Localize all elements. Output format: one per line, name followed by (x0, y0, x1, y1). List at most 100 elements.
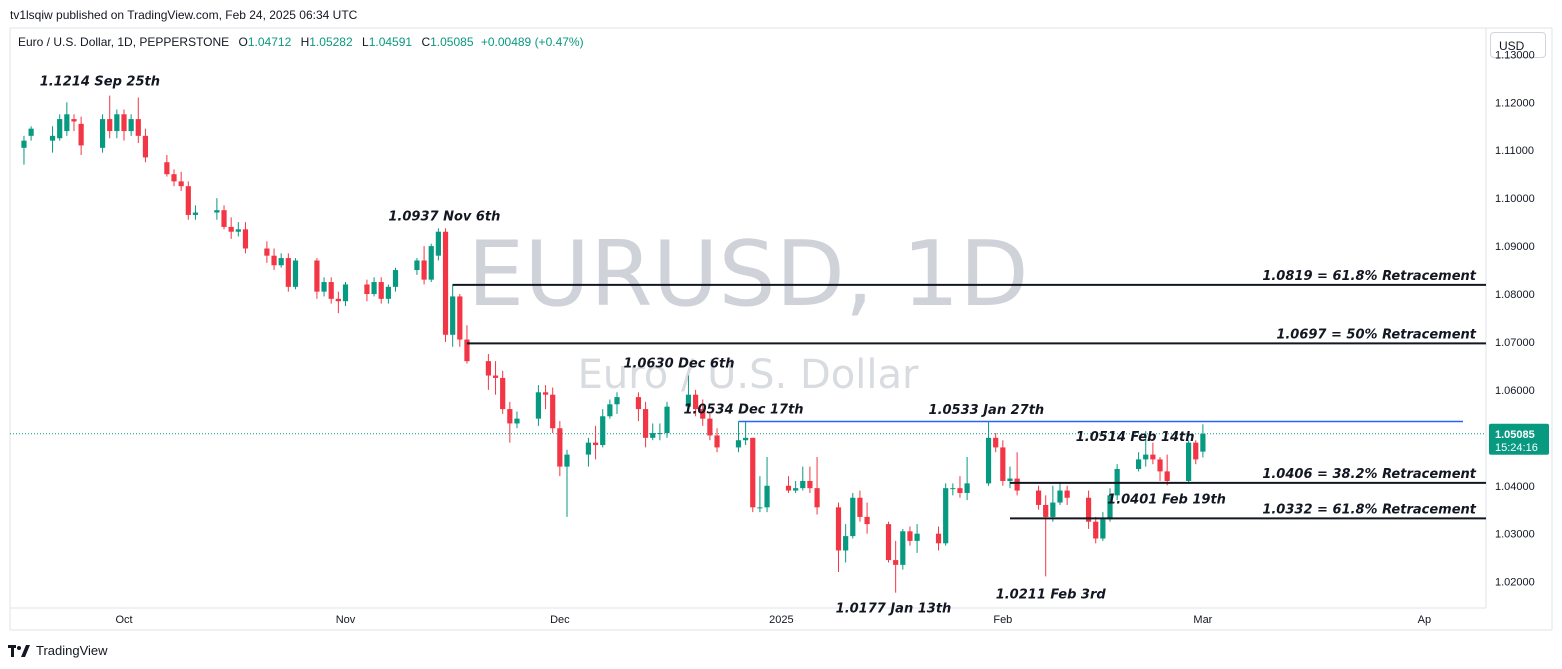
candle-body (542, 392, 549, 395)
x-tick-label: Feb (993, 614, 1012, 626)
candle-body (1000, 447, 1006, 481)
footer-brand-text: TradingView (36, 643, 108, 658)
candle-body (993, 437, 999, 448)
candle-body (142, 135, 149, 158)
candle-body (835, 507, 842, 551)
footer-brand[interactable]: TradingView (8, 643, 108, 658)
price-annotation: 1.0534 Dec 17th (683, 403, 803, 418)
candle-body (1057, 490, 1063, 503)
symbol-legend: Euro / U.S. Dollar, 1D, PEPPERSTONE O1.0… (18, 35, 584, 49)
candle-body (592, 442, 599, 446)
candle-body (907, 531, 913, 541)
high-value: 1.05282 (309, 35, 353, 49)
change-value: +0.00489 (+0.47%) (480, 35, 584, 49)
close-label: C (421, 35, 431, 49)
candle-body (657, 433, 663, 435)
candle-body (71, 119, 77, 122)
candle-body (278, 258, 284, 266)
candle-body (228, 226, 234, 232)
candle-body (700, 409, 706, 419)
candles (10, 95, 1486, 593)
level-lines: 1.0819 = 61.8% Retracement 1.0697 = 50% R… (452, 269, 1486, 520)
high-label: H (300, 35, 310, 49)
candle-body (893, 560, 899, 565)
candle-body (1186, 442, 1192, 481)
candle-body (78, 123, 84, 146)
price-tag-value: 1.05085 (1495, 429, 1535, 441)
candle-body (1150, 454, 1156, 460)
candle-body (964, 483, 970, 493)
candle-body (135, 119, 141, 136)
candle-body (328, 282, 334, 299)
candle-body (99, 119, 106, 148)
x-tick-label: 2025 (769, 614, 793, 626)
candle-body (321, 282, 327, 292)
candle-body (757, 507, 763, 509)
candle-body (1007, 478, 1013, 481)
time-axis[interactable]: Oct Nov Dec 2025 Feb Mar Ap (115, 614, 1431, 626)
candle-body (107, 119, 113, 132)
y-tick-label: 1.07000 (1495, 337, 1535, 349)
candle-body (814, 488, 820, 508)
retracement-label: 1.0406 = 38.2% Retracement (1262, 467, 1476, 482)
candle-body (607, 404, 613, 417)
candle-body (214, 210, 220, 213)
candle-body (564, 454, 570, 467)
candle-body (178, 181, 184, 187)
price-annotation: 1.0211 Feb 3rd (996, 587, 1107, 602)
candle-body (64, 114, 70, 132)
retracement-label: 1.0332 = 61.8% Retracement (1262, 502, 1476, 517)
candle-body (264, 248, 270, 256)
candle-body (235, 229, 241, 232)
candle-body (57, 119, 63, 139)
y-tick-label: 1.08000 (1495, 289, 1535, 301)
candle-body (1100, 519, 1106, 539)
candle-body (1200, 433, 1206, 452)
tradingview-logo-icon (8, 644, 30, 657)
candle-body (614, 397, 620, 405)
candle-body (857, 497, 863, 517)
candle-body (807, 480, 813, 489)
candle-body (371, 282, 377, 295)
candle-body (1035, 490, 1042, 505)
candle-body (428, 246, 434, 280)
candle-body (1164, 471, 1170, 481)
publish-info: tv1lsqiw published on TradingView.com, F… (10, 8, 358, 22)
candle-body (385, 286, 391, 299)
candle-body (642, 409, 649, 438)
candle-body (164, 162, 170, 175)
candle-body (785, 485, 792, 491)
close-value: 1.05085 (430, 35, 474, 49)
candle-body (1135, 459, 1142, 469)
candle-body (800, 480, 806, 489)
candle-body (342, 284, 349, 302)
candle-body (693, 394, 699, 410)
candle-body (1043, 504, 1049, 517)
candle-body (935, 533, 942, 544)
price-axis[interactable]: 1.13000 1.12000 1.11000 1.10000 1.09000 1.080… (1495, 49, 1535, 588)
open-value: 1.04712 (247, 35, 292, 49)
candle-body (843, 536, 849, 551)
candle-body (378, 282, 384, 299)
candle-body (585, 442, 592, 455)
candle-body (707, 418, 713, 436)
candle-body (28, 128, 34, 136)
currency-selector[interactable]: USD (1490, 32, 1546, 58)
candle-body (221, 210, 227, 227)
candle-body (114, 114, 120, 132)
price-tag-countdown: 15:24:16 (1495, 442, 1538, 454)
watermark-subtitle: Euro / U.S. Dollar (578, 352, 919, 398)
candle-body (442, 231, 449, 335)
candle-body (500, 377, 506, 410)
candle-body (507, 409, 513, 424)
candle-body (635, 397, 642, 410)
price-annotation: 1.0401 Feb 19th (1107, 492, 1226, 507)
candle-body (1107, 495, 1113, 520)
candle-body (1014, 478, 1020, 491)
low-label: L (362, 35, 369, 49)
candle-body (242, 229, 249, 249)
candle-body (1093, 521, 1099, 539)
candle-body (743, 437, 749, 441)
